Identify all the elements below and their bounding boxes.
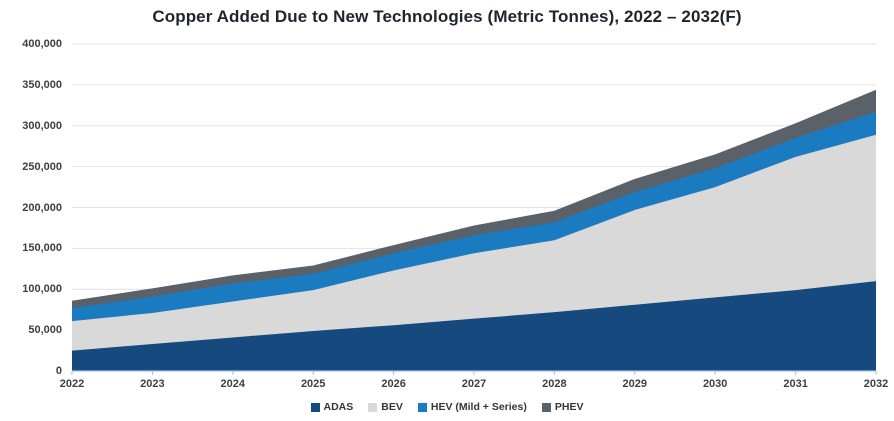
legend-item-bev: BEV xyxy=(368,401,403,413)
x-tick-label: 2030 xyxy=(702,378,728,390)
y-tick-label: 350,000 xyxy=(22,78,62,91)
x-tick-label: 2031 xyxy=(783,378,808,390)
y-tick-label: 100,000 xyxy=(22,283,62,296)
y-tick-label: 250,000 xyxy=(22,160,62,173)
y-tick-label: 0 xyxy=(55,365,62,377)
x-tick-label: 2026 xyxy=(381,378,406,390)
x-tick-label: 2024 xyxy=(220,378,246,390)
y-tick-label: 300,000 xyxy=(22,119,62,132)
y-tick-label: 150,000 xyxy=(22,242,62,255)
legend-swatch-icon xyxy=(368,402,378,412)
legend-label: ADAS xyxy=(323,401,354,413)
area-series-adas xyxy=(72,281,876,371)
x-tick-label: 2022 xyxy=(59,378,85,390)
legend-swatch-icon xyxy=(310,402,320,412)
legend: ADAS BEV HEV (Mild + Series) PHEV xyxy=(0,398,894,416)
legend-item-phev: PHEV xyxy=(541,401,584,413)
legend-label: BEV xyxy=(381,401,403,413)
x-tick-label: 2023 xyxy=(140,378,165,390)
chart-title: Copper Added Due to New Technologies (Me… xyxy=(152,7,742,26)
x-tick-label: 2029 xyxy=(622,378,648,390)
legend-label: PHEV xyxy=(554,401,584,413)
x-tick-label: 2028 xyxy=(542,378,567,390)
x-tick-label: 2032 xyxy=(863,378,889,390)
legend-swatch-icon xyxy=(417,402,427,412)
legend-item-hev-mild-series: HEV (Mild + Series) xyxy=(417,401,527,413)
legend-item-adas: ADAS xyxy=(310,401,354,413)
legend-label: HEV (Mild + Series) xyxy=(430,401,527,413)
x-tick-label: 2025 xyxy=(300,378,326,390)
y-tick-label: 50,000 xyxy=(28,324,62,337)
legend-swatch-icon xyxy=(541,402,551,412)
y-tick-label: 200,000 xyxy=(22,201,62,214)
x-tick-label: 2027 xyxy=(461,378,487,390)
y-tick-label: 400,000 xyxy=(22,38,62,50)
